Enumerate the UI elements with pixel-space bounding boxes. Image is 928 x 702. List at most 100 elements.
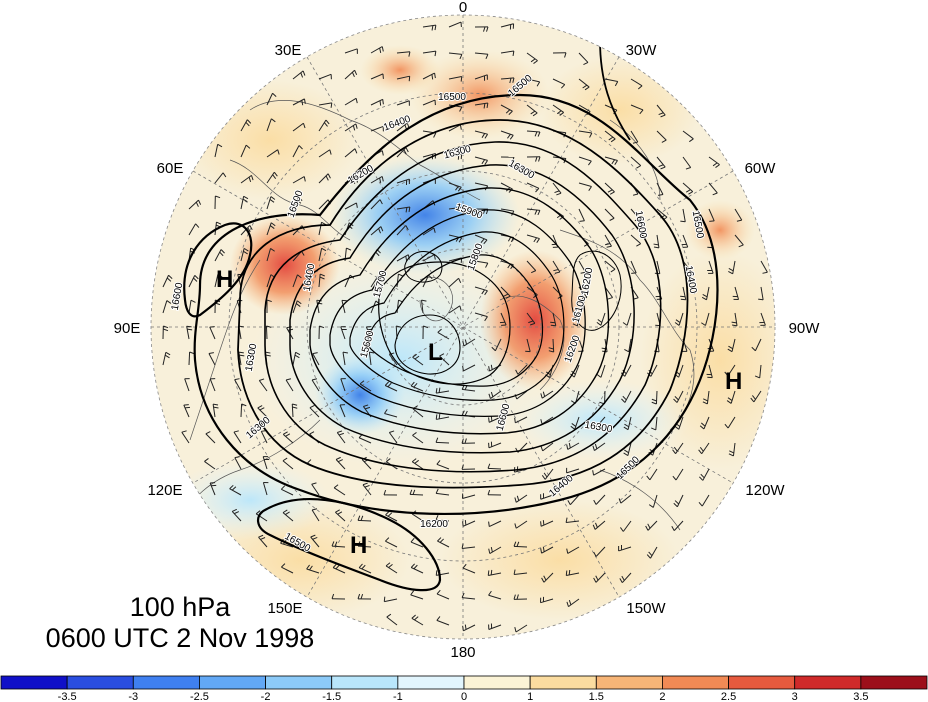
wind-barb-flag xyxy=(553,269,559,272)
wind-barb-flag xyxy=(554,190,560,194)
wind-barb-flag xyxy=(485,54,489,60)
wind-barb-flag xyxy=(653,246,660,249)
wind-barb xyxy=(552,286,563,297)
wind-barb xyxy=(162,300,168,314)
wind-barb xyxy=(183,404,190,418)
wind-barb-flag xyxy=(292,406,298,409)
wind-barb-flag xyxy=(338,432,344,436)
wind-barb-flag xyxy=(579,220,585,222)
wind-barb-flag xyxy=(266,299,272,303)
wind-barb-flag xyxy=(309,565,313,571)
wind-barb-flag xyxy=(195,223,200,228)
wind-barb xyxy=(678,312,684,326)
contour-label: 16500 xyxy=(690,210,706,240)
lon-label-180: 180 xyxy=(450,644,475,661)
wind-barb xyxy=(474,234,488,241)
wind-barb xyxy=(701,442,710,455)
low-center-pole: L xyxy=(428,339,443,366)
wind-barb xyxy=(436,593,450,600)
wind-barb xyxy=(566,468,580,474)
wind-barb-flag xyxy=(358,563,363,569)
wind-barb xyxy=(385,514,398,522)
wind-barb-flag xyxy=(243,195,249,200)
wind-barb-flag xyxy=(610,268,616,273)
wind-barb xyxy=(760,260,768,273)
wind-barb-flag xyxy=(634,218,640,222)
wind-barb-flag xyxy=(189,351,195,355)
wind-barb xyxy=(462,597,476,600)
wind-barb-flag xyxy=(480,238,485,243)
wind-barb-flag xyxy=(570,373,575,378)
wind-barb-flag xyxy=(312,536,318,540)
wind-barb-flag xyxy=(680,220,686,223)
wind-barb-flag xyxy=(568,599,572,606)
wind-barb-flag xyxy=(570,425,576,430)
wind-barb-flag xyxy=(556,110,562,115)
wind-barb-flag xyxy=(292,403,298,406)
wind-barb xyxy=(567,442,580,450)
wind-barb-flag xyxy=(568,442,571,449)
wind-barb xyxy=(552,78,565,85)
wind-barb xyxy=(705,312,710,326)
wind-barb-flag xyxy=(699,446,704,452)
wind-barb xyxy=(436,416,450,420)
wind-barb-flag xyxy=(396,325,402,328)
wind-barb-flag xyxy=(457,186,462,192)
wind-barb-flag xyxy=(536,81,541,87)
wind-barb-flag xyxy=(543,472,548,478)
wind-barb xyxy=(500,130,514,136)
wind-barb-flag xyxy=(516,541,520,547)
wind-barb xyxy=(412,356,424,366)
wind-barb-flag xyxy=(247,119,252,124)
wind-barb xyxy=(595,572,606,583)
wind-barb xyxy=(238,352,242,366)
wind-barb-flag xyxy=(385,562,391,567)
wind-barb xyxy=(618,546,632,552)
wind-barb-flag xyxy=(215,195,221,199)
wind-barb xyxy=(753,390,762,403)
lon-label-30e: 30E xyxy=(275,42,302,59)
wind-barb-flag xyxy=(516,594,519,600)
wind-barb-flag xyxy=(607,297,613,300)
wind-barb xyxy=(436,519,450,522)
wind-barb xyxy=(188,223,197,236)
lon-label-0: 0 xyxy=(459,0,467,16)
wind-barb-flag xyxy=(410,381,415,387)
wind-barb xyxy=(656,182,664,195)
wind-barb xyxy=(544,468,554,480)
wind-barb-flag xyxy=(437,328,442,333)
wind-barb xyxy=(552,260,561,273)
colorbar-label: 0 xyxy=(461,691,467,702)
wind-barb xyxy=(370,176,383,184)
wind-barb xyxy=(676,494,684,507)
wind-barb xyxy=(708,208,715,222)
wind-barb-flag xyxy=(560,84,566,89)
wind-barb-flag xyxy=(731,321,737,324)
wind-barb xyxy=(656,234,660,248)
wind-barb-flag xyxy=(383,489,387,496)
wind-barb xyxy=(682,234,689,248)
wind-barb-flag xyxy=(542,391,546,397)
wind-barb-flag xyxy=(752,395,756,400)
wind-barb xyxy=(474,260,488,264)
graticule xyxy=(151,15,775,639)
wind-barb-flag xyxy=(727,397,733,401)
wind-barb-flag xyxy=(166,300,172,304)
wind-barb-flag xyxy=(455,185,459,191)
wind-barb xyxy=(706,286,710,300)
wind-barb xyxy=(474,52,488,55)
wind-barb-flag xyxy=(265,354,271,357)
wind-barb xyxy=(489,546,502,554)
wind-barb-flag xyxy=(565,570,568,576)
wind-barb xyxy=(630,78,643,87)
wind-barb-flag xyxy=(483,26,486,32)
colorbar-label: 3.5 xyxy=(853,691,868,702)
wind-barb-flag xyxy=(515,369,519,375)
wind-barb-flag xyxy=(186,325,192,328)
wind-barb xyxy=(515,416,528,424)
wind-barb-flag xyxy=(208,352,214,354)
wind-barb xyxy=(209,326,216,340)
wind-barb-flag xyxy=(548,350,554,353)
wind-barb-flag xyxy=(216,221,222,225)
wind-barb xyxy=(437,540,450,548)
